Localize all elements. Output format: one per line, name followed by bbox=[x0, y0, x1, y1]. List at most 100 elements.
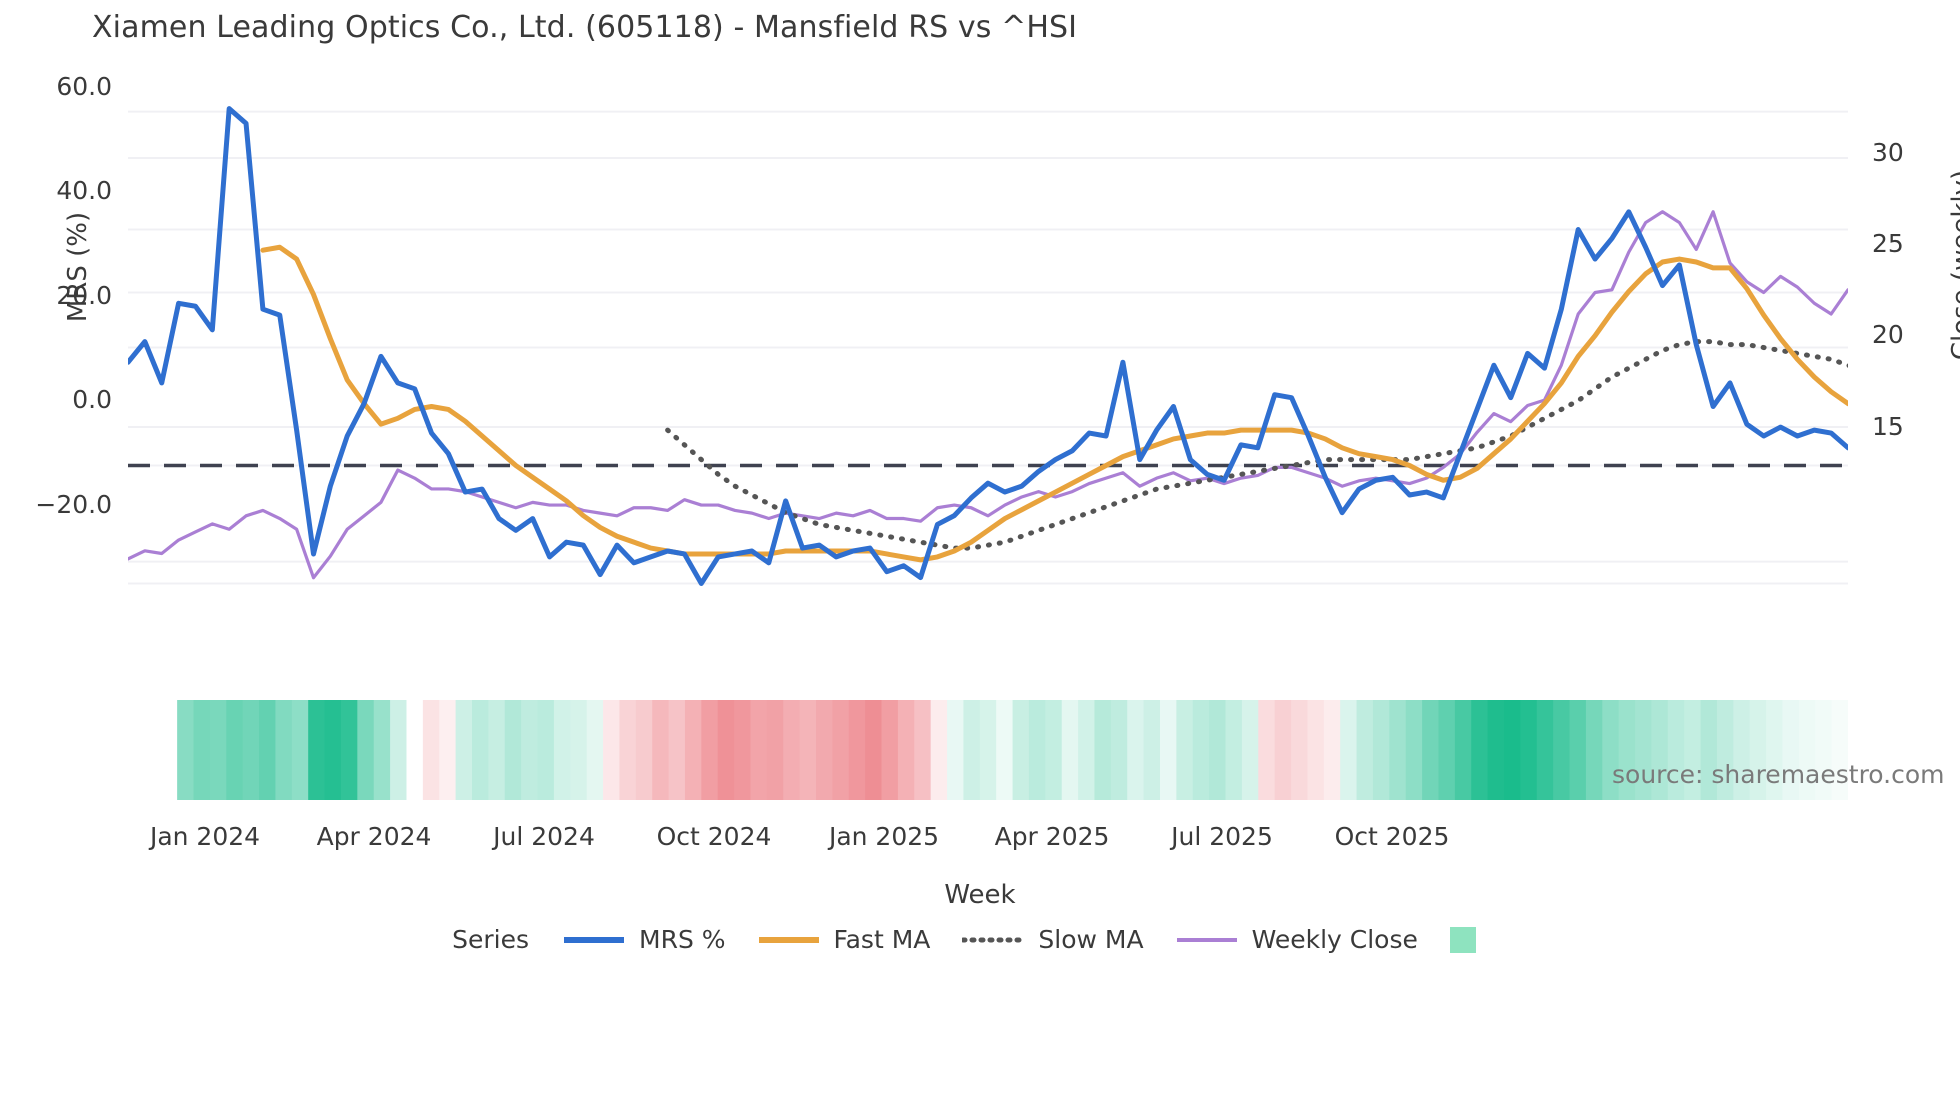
heat-cell bbox=[603, 700, 621, 800]
heat-cell bbox=[193, 700, 211, 800]
x-tick-jul-2024: Jul 2024 bbox=[493, 822, 595, 851]
series-line-slow-ma bbox=[665, 339, 1848, 551]
heat-cell bbox=[1389, 700, 1407, 800]
heat-cell bbox=[1012, 700, 1030, 800]
heat-cell bbox=[635, 700, 653, 800]
heat-cell bbox=[455, 700, 473, 800]
y-axis-label-right: Close (weekly) bbox=[1947, 169, 1960, 361]
heat-cell bbox=[816, 700, 833, 800]
y-tick-left-3: 0.0 bbox=[72, 385, 112, 414]
heat-cell bbox=[619, 700, 637, 800]
heat-cell bbox=[1078, 700, 1096, 800]
heat-cell bbox=[750, 700, 768, 800]
heat-cell bbox=[521, 700, 539, 800]
heat-cell bbox=[734, 700, 752, 800]
y-tick-left-0: 60.0 bbox=[56, 72, 112, 101]
legend-label-fast-ma: Fast MA bbox=[833, 925, 931, 954]
y-tick-left-4: −20.0 bbox=[35, 490, 112, 519]
heat-canvas bbox=[128, 700, 1848, 800]
legend-item-heat-strip[interactable] bbox=[1449, 926, 1476, 953]
heat-cell bbox=[209, 700, 227, 800]
line-swatch-icon bbox=[758, 929, 820, 951]
heat-cell bbox=[1766, 700, 1784, 800]
heat-cell bbox=[1618, 700, 1636, 800]
heat-cell bbox=[1504, 700, 1521, 800]
heat-cell bbox=[1209, 700, 1227, 800]
series-paths bbox=[128, 106, 1848, 586]
legend-item-fast-ma[interactable]: Fast MA bbox=[758, 925, 931, 954]
heat-cell bbox=[1585, 700, 1603, 800]
heat-cell bbox=[1110, 700, 1128, 800]
heat-cell bbox=[865, 700, 883, 800]
heat-cell bbox=[1520, 700, 1538, 800]
heat-cell bbox=[1094, 700, 1112, 800]
line-swatch-icon bbox=[1176, 929, 1238, 951]
heat-cell bbox=[1602, 700, 1620, 800]
heat-cell bbox=[963, 700, 981, 800]
heat-cell bbox=[914, 700, 932, 800]
heat-cell bbox=[128, 700, 145, 800]
heat-cell bbox=[537, 700, 555, 800]
heat-cell bbox=[1258, 700, 1276, 800]
heat-cell bbox=[275, 700, 293, 800]
heat-cell bbox=[1471, 700, 1489, 800]
heat-cell bbox=[930, 700, 948, 800]
x-axis-label: Week bbox=[944, 880, 1016, 910]
heat-cell bbox=[1340, 700, 1358, 800]
heat-cell bbox=[1553, 700, 1571, 800]
heat-cell bbox=[357, 700, 375, 800]
legend-item-weekly-close[interactable]: Weekly Close bbox=[1176, 925, 1418, 954]
legend-title: Series bbox=[452, 925, 530, 954]
heat-cell bbox=[1307, 700, 1325, 800]
heat-cell bbox=[1127, 700, 1145, 800]
heat-cell bbox=[1733, 700, 1751, 800]
x-tick-oct-2025: Oct 2025 bbox=[1334, 822, 1450, 851]
heat-cell bbox=[553, 700, 571, 800]
heat-cell bbox=[766, 700, 784, 800]
heat-cell bbox=[1372, 700, 1390, 800]
heat-cell bbox=[586, 700, 604, 800]
heat-cell bbox=[1225, 700, 1243, 800]
x-tick-jul-2025: Jul 2025 bbox=[1171, 822, 1273, 851]
heat-cell bbox=[1241, 700, 1259, 800]
heat-cell bbox=[324, 700, 342, 800]
heat-cell bbox=[1798, 700, 1816, 800]
heat-cell bbox=[1684, 700, 1702, 800]
legend-item-slow-ma[interactable]: Slow MA bbox=[962, 925, 1144, 954]
heat-cell bbox=[979, 700, 997, 800]
y-tick-right-3: 15 bbox=[1872, 412, 1904, 441]
heat-cell bbox=[1815, 700, 1833, 800]
source-attribution: source: sharemaestro.com bbox=[1612, 760, 1945, 789]
chart-canvas bbox=[128, 106, 1848, 586]
heat-cell bbox=[1143, 700, 1161, 800]
x-tick-jan-2024: Jan 2024 bbox=[149, 822, 261, 851]
heat-cell bbox=[177, 700, 195, 800]
heat-cell bbox=[652, 700, 670, 800]
heat-cell bbox=[1831, 700, 1848, 800]
heat-cell bbox=[291, 700, 309, 800]
heat-cell bbox=[996, 700, 1014, 800]
heat-cell bbox=[422, 700, 440, 800]
heat-cell bbox=[684, 700, 702, 800]
legend-label-weekly-close: Weekly Close bbox=[1251, 925, 1418, 954]
heat-cell bbox=[308, 700, 326, 800]
legend-item-mrs[interactable]: MRS % bbox=[563, 925, 726, 954]
heat-cell bbox=[390, 700, 408, 800]
heat-cell bbox=[1192, 700, 1210, 800]
page-title: Xiamen Leading Optics Co., Ltd. (605118)… bbox=[92, 10, 1078, 45]
y-tick-right-2: 20 bbox=[1872, 320, 1904, 349]
heat-cell bbox=[504, 700, 522, 800]
heat-cell bbox=[1291, 700, 1309, 800]
heat-cell bbox=[799, 700, 817, 800]
heat-cell bbox=[1454, 700, 1472, 800]
heat-cell bbox=[1356, 700, 1374, 800]
heat-cell bbox=[439, 700, 457, 800]
heat-cell bbox=[242, 700, 260, 800]
x-tick-apr-2024: Apr 2024 bbox=[316, 822, 432, 851]
heat-cell bbox=[373, 700, 391, 800]
heat-cell bbox=[340, 700, 358, 800]
chart-legend: Series MRS % Fast MA Slow MA Weekly Clos… bbox=[0, 925, 1960, 954]
dotted-line-swatch-icon bbox=[962, 929, 1025, 951]
series-line-mrs bbox=[128, 106, 1848, 586]
heat-cell bbox=[1028, 700, 1046, 800]
